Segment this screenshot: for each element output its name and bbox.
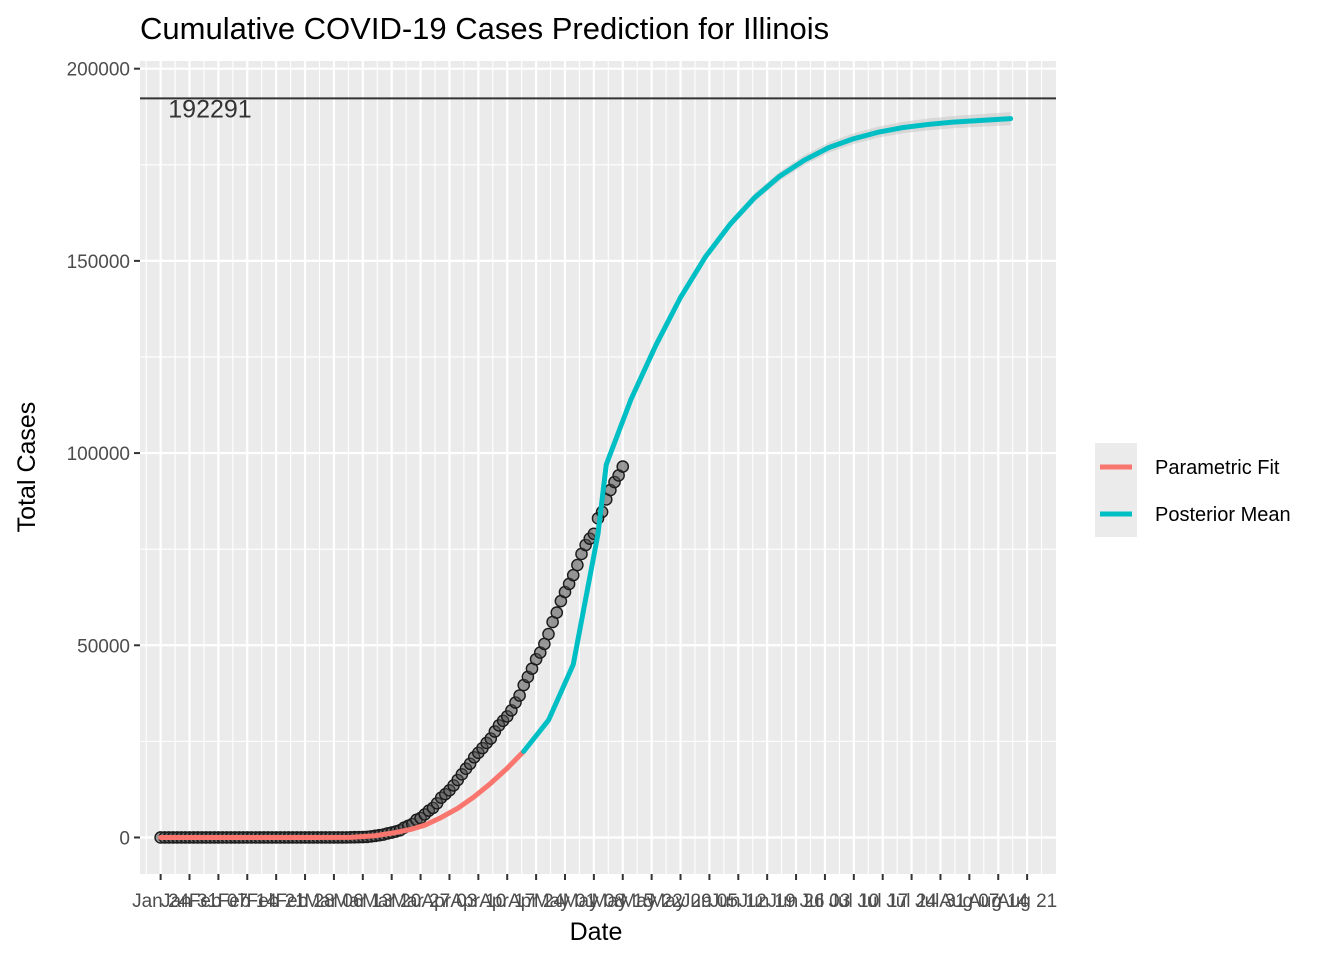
y-tick-label: 0 bbox=[119, 828, 130, 849]
legend: Parametric Fit Posterior Mean bbox=[1095, 443, 1291, 537]
x-tick-label: May 22 bbox=[620, 891, 682, 912]
x-tick-label: May 08 bbox=[563, 891, 625, 912]
x-tick-label: May 15 bbox=[592, 891, 654, 912]
y-axis-title: Total Cases bbox=[13, 402, 41, 533]
x-tick-label: Apr 03 bbox=[421, 891, 477, 912]
legend-label: Posterior Mean bbox=[1155, 504, 1291, 526]
observed-point bbox=[550, 606, 564, 619]
x-tick-label: Feb 28 bbox=[275, 891, 334, 912]
legend-label: Parametric Fit bbox=[1155, 457, 1280, 479]
x-tick-label: Jan 24 bbox=[132, 891, 189, 912]
x-tick-label: Feb 14 bbox=[218, 891, 278, 912]
x-tick-label: Apr 10 bbox=[450, 891, 506, 912]
x-tick-label: Jan 31 bbox=[161, 891, 218, 912]
x-axis-title: Date bbox=[570, 918, 623, 946]
x-tick-label: Jun 05 bbox=[681, 891, 738, 912]
minor-gridlines bbox=[140, 61, 1056, 874]
legend-key-background bbox=[1095, 443, 1137, 537]
x-tick-label: Feb 07 bbox=[189, 891, 248, 912]
reference-line: 192291 bbox=[140, 95, 1056, 123]
x-tick-label: Feb 21 bbox=[247, 891, 306, 912]
observed-point bbox=[571, 558, 584, 572]
series-lines bbox=[158, 116, 1014, 840]
observed-point bbox=[616, 460, 630, 473]
x-tick-label: Apr 17 bbox=[479, 891, 535, 912]
parametric-fit-line bbox=[158, 748, 527, 840]
x-tick-label: Jun 12 bbox=[710, 891, 767, 912]
max-cases-label: 192291 bbox=[168, 95, 251, 123]
x-tick-label: Aug 21 bbox=[997, 891, 1057, 912]
x-tick-label: Jul 10 bbox=[828, 891, 879, 912]
x-tick-label: May 29 bbox=[649, 891, 711, 912]
major-gridlines bbox=[140, 61, 1056, 874]
plot-panel bbox=[140, 61, 1056, 874]
y-axis: 0 50000 100000 150000 200000 bbox=[67, 60, 140, 849]
y-tick-label: 200000 bbox=[67, 60, 130, 81]
observed-point bbox=[513, 689, 526, 702]
x-tick-label: Jul 31 bbox=[915, 891, 966, 912]
x-tick-label: Jul 17 bbox=[857, 891, 908, 912]
y-tick-label: 50000 bbox=[77, 636, 130, 657]
x-tick-label: May 01 bbox=[534, 891, 596, 912]
x-tick-label: Mar 27 bbox=[391, 891, 450, 912]
x-tick-label: Aug 07 bbox=[939, 891, 999, 912]
chart-title: Cumulative COVID-19 Cases Prediction for… bbox=[140, 11, 829, 46]
observed-point bbox=[542, 627, 555, 641]
x-tick-label: Mar 13 bbox=[333, 891, 392, 912]
x-tick-label: Jun 26 bbox=[768, 891, 825, 912]
y-tick-label: 100000 bbox=[67, 444, 130, 465]
x-tick-label: Jul 03 bbox=[800, 891, 851, 912]
x-tick-label: Mar 06 bbox=[304, 891, 363, 912]
x-tick-label: Apr 24 bbox=[508, 891, 564, 912]
x-tick-label: Jun 19 bbox=[739, 891, 796, 912]
x-tick-label: Mar 20 bbox=[362, 891, 421, 912]
x-tick-label: Jul 24 bbox=[886, 891, 937, 912]
y-tick-label: 150000 bbox=[67, 252, 130, 273]
x-tick-label: Aug 14 bbox=[968, 891, 1029, 912]
posterior-mean-line bbox=[521, 116, 1014, 754]
